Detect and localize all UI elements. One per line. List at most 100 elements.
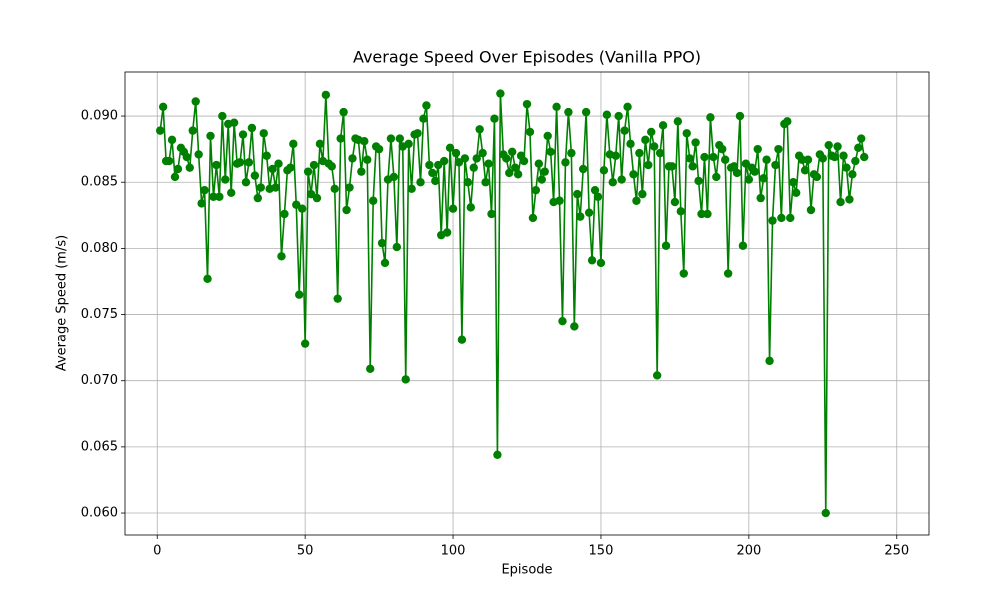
data-point xyxy=(292,200,301,209)
data-point xyxy=(797,155,807,164)
data-point xyxy=(786,213,795,223)
data-point xyxy=(191,97,200,106)
data-point xyxy=(422,101,431,110)
data-point xyxy=(431,176,440,186)
data-point xyxy=(608,178,617,187)
data-point xyxy=(484,159,493,168)
data-point xyxy=(596,258,606,268)
data-point xyxy=(300,339,310,348)
data-point xyxy=(280,209,289,219)
y-axis-label: Average Speed (m/s) xyxy=(55,235,70,371)
data-point xyxy=(445,143,455,153)
data-point xyxy=(531,185,541,195)
data-point xyxy=(534,159,544,168)
data-point xyxy=(697,209,706,219)
data-point xyxy=(156,126,165,135)
data-point xyxy=(700,152,709,162)
data-point xyxy=(735,111,745,121)
data-point xyxy=(670,197,680,207)
data-point xyxy=(241,178,251,187)
data-point xyxy=(442,228,452,237)
y-tick-label: 0.060 xyxy=(81,506,118,521)
data-point xyxy=(561,158,570,167)
data-point xyxy=(401,375,410,384)
data-point xyxy=(206,131,215,141)
y-tick-label: 0.090 xyxy=(81,109,118,124)
y-tick-label: 0.075 xyxy=(81,307,118,322)
data-point xyxy=(221,175,230,184)
data-point xyxy=(366,364,375,374)
data-point xyxy=(286,163,295,172)
data-point xyxy=(271,183,280,192)
data-point xyxy=(860,152,869,162)
data-point xyxy=(244,158,254,167)
data-point xyxy=(839,151,848,160)
data-point xyxy=(836,197,845,207)
y-tick-label: 0.080 xyxy=(81,241,118,256)
data-point xyxy=(647,127,656,137)
data-point xyxy=(395,134,405,143)
data-point xyxy=(720,155,730,164)
data-point xyxy=(848,170,857,179)
data-point xyxy=(336,134,345,143)
data-point xyxy=(546,147,555,156)
x-tick-label: 0 xyxy=(153,544,161,559)
data-point xyxy=(649,142,659,151)
data-point xyxy=(235,158,245,167)
data-point xyxy=(584,208,594,217)
data-point xyxy=(502,154,511,163)
data-point xyxy=(434,160,443,170)
data-point xyxy=(277,252,286,261)
data-point xyxy=(602,110,612,119)
data-point xyxy=(655,148,665,158)
x-tick-label: 200 xyxy=(736,544,761,559)
data-point xyxy=(768,216,777,225)
data-point xyxy=(238,130,248,139)
data-point xyxy=(709,152,718,162)
data-point xyxy=(247,123,257,133)
data-point xyxy=(226,188,236,198)
data-point xyxy=(312,193,322,203)
data-point xyxy=(581,107,591,117)
data-point xyxy=(218,111,227,121)
data-point xyxy=(330,184,339,194)
data-point xyxy=(638,189,647,199)
data-point xyxy=(590,185,600,195)
data-point xyxy=(333,294,342,303)
data-point xyxy=(508,147,517,156)
data-point xyxy=(389,172,399,182)
data-point xyxy=(573,189,582,199)
data-point xyxy=(741,159,751,168)
data-point xyxy=(505,168,514,178)
data-point xyxy=(738,241,748,250)
data-point xyxy=(857,134,866,143)
data-point xyxy=(448,204,458,213)
data-point xyxy=(522,99,532,109)
data-point xyxy=(167,135,177,145)
data-point xyxy=(777,213,786,223)
x-axis-label: Episode xyxy=(501,563,552,578)
data-point xyxy=(158,102,168,112)
data-point xyxy=(558,316,567,326)
data-point xyxy=(374,144,384,154)
data-point xyxy=(490,114,499,123)
data-point xyxy=(673,117,683,126)
data-point xyxy=(824,140,833,150)
data-point xyxy=(712,172,721,182)
data-point xyxy=(528,213,538,223)
data-point xyxy=(658,121,668,130)
data-point xyxy=(614,111,623,121)
data-point xyxy=(579,164,588,174)
data-point xyxy=(460,154,470,163)
data-point xyxy=(845,195,854,204)
data-point xyxy=(229,118,239,127)
data-point xyxy=(723,269,733,278)
data-point xyxy=(321,90,331,100)
data-point xyxy=(164,156,174,166)
data-point xyxy=(679,269,688,278)
x-tick-label: 150 xyxy=(589,544,614,559)
data-point xyxy=(212,160,221,170)
data-point xyxy=(552,102,561,112)
data-point xyxy=(268,164,277,174)
